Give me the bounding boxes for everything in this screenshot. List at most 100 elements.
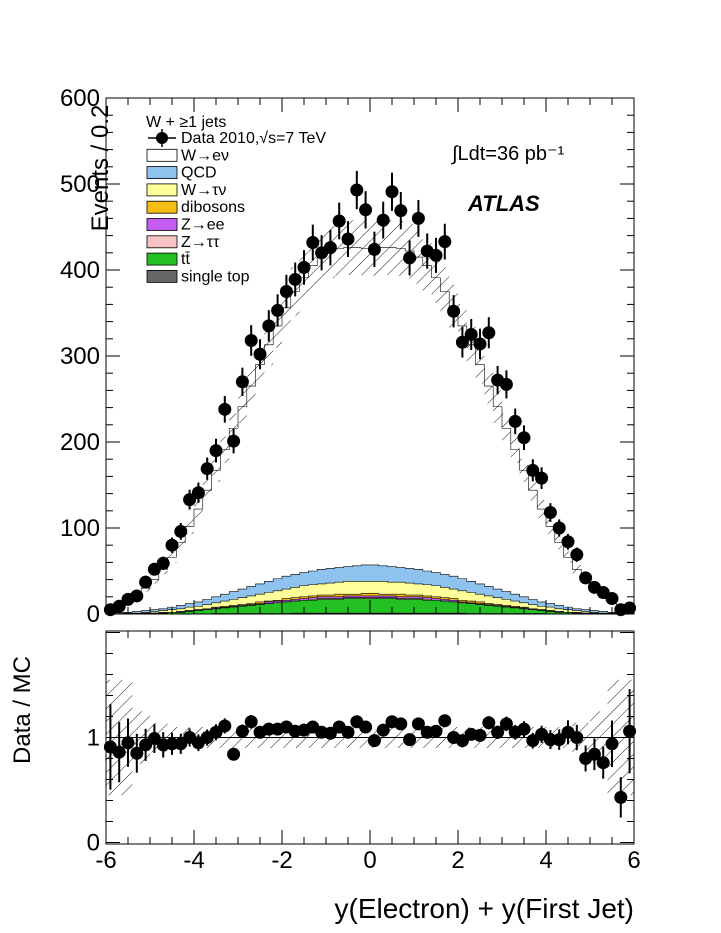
- data-marker: [517, 431, 531, 445]
- legend-entry: Data 2010,√s=7 TeV: [148, 129, 326, 147]
- legend-swatch: [146, 218, 178, 231]
- ratio-panel: -6 -4 -2 0 2 4 6 01 Data / MC y(Electron) + y(…: [9, 630, 641, 924]
- ratio-point: [112, 722, 126, 783]
- data-point: [139, 575, 153, 589]
- data-point: [447, 295, 461, 328]
- y-tick-label: 300: [60, 343, 100, 370]
- main-panel: 0 100 200 300 400 500 600 Events / 0.2: [60, 85, 637, 628]
- ratio-points: [103, 689, 637, 818]
- ratio-y-ticks: 01: [87, 632, 634, 857]
- data-point: [359, 191, 373, 229]
- data-point: [552, 519, 566, 537]
- ratio-point: [411, 717, 425, 731]
- data-point: [165, 537, 179, 553]
- main-y-axis-label: Events / 0.2: [87, 105, 114, 232]
- legend-entry: QCD: [146, 165, 217, 182]
- y-tick-label: 100: [60, 515, 100, 542]
- data-point: [455, 326, 469, 358]
- legend-label: Z→ee: [181, 217, 225, 234]
- data-marker: [473, 337, 487, 351]
- data-point: [403, 240, 417, 276]
- ratio-point: [596, 746, 610, 779]
- data-marker: [579, 571, 593, 585]
- legend-entry: single top: [146, 268, 250, 285]
- legend-label: tt̄: [181, 251, 190, 268]
- x-tick-label: -4: [183, 847, 204, 874]
- ratio-point: [218, 718, 232, 734]
- ratio-point: [244, 714, 258, 729]
- data-point: [411, 199, 425, 237]
- data-marker: [174, 524, 188, 538]
- data-point: [350, 170, 364, 210]
- x-tick-label: -6: [95, 847, 116, 874]
- atlas-label: ATLAS: [467, 191, 540, 216]
- data-marker: [209, 444, 223, 458]
- main-y-ticks: 0 100 200 300 400 500 600: [60, 85, 634, 628]
- data-point: [464, 318, 478, 351]
- data-marker: [455, 335, 469, 349]
- data-marker: [376, 213, 390, 227]
- data-marker: [297, 260, 311, 274]
- data-marker: [429, 248, 443, 262]
- data-marker: [367, 242, 381, 256]
- data-point: [385, 172, 399, 211]
- data-point: [376, 201, 390, 239]
- ratio-point: [227, 747, 241, 761]
- legend-entry: tt̄: [146, 251, 190, 268]
- data-point: [623, 601, 637, 615]
- data-point: [271, 294, 285, 327]
- y-tick-label: 200: [60, 429, 100, 456]
- legend-entry: Z→ee: [146, 217, 225, 234]
- data-point: [297, 250, 311, 285]
- data-point: [482, 317, 496, 349]
- ratio-point: [376, 723, 390, 737]
- data-marker: [411, 211, 425, 225]
- ratio-point: [130, 733, 144, 773]
- ratio-point: [403, 733, 417, 747]
- data-point: [227, 428, 241, 454]
- data-point: [112, 599, 126, 613]
- ratio-point: [359, 720, 373, 734]
- data-marker: [535, 471, 549, 485]
- data-marker: [543, 506, 557, 520]
- legend-swatch: [146, 269, 178, 283]
- main-x-ticks: [105, 98, 635, 614]
- y-tick-label: 1: [87, 725, 100, 752]
- legend-label: QCD: [181, 165, 217, 182]
- data-marker: [394, 204, 408, 218]
- x-tick-label: 0: [363, 847, 376, 874]
- legend-label: single top: [181, 268, 250, 285]
- y-tick-label: 0: [87, 601, 100, 628]
- legend-label: W→τν: [181, 182, 226, 199]
- data-point: [438, 223, 452, 260]
- data-point: [191, 482, 205, 503]
- legend-label: dibosons: [181, 199, 245, 216]
- stacked-histogram: [106, 247, 634, 614]
- legend-entry: W→eν: [146, 147, 229, 164]
- data-point: [341, 221, 355, 257]
- ratio-point: [429, 724, 443, 738]
- legend: W + ≥1 jets Data 2010,√s=7 TeVW→eνQCDW→τ…: [146, 114, 326, 285]
- data-point: [156, 556, 170, 570]
- legend-swatch: [146, 252, 178, 266]
- data-marker: [359, 203, 373, 217]
- data-point: [535, 467, 549, 489]
- ratio-point: [517, 721, 531, 738]
- data-point: [288, 262, 302, 297]
- legend-entry: Z→ττ: [146, 234, 220, 251]
- ratio-point: [499, 716, 513, 732]
- data-marker: [306, 235, 320, 249]
- data-point: [200, 457, 214, 480]
- x-tick-label: 6: [627, 847, 640, 874]
- data-marker: [253, 347, 267, 361]
- data-point: [517, 425, 531, 451]
- data-marker: [323, 241, 337, 255]
- ratio-point: [394, 717, 408, 731]
- data-marker: [499, 377, 513, 391]
- data-point: [306, 224, 320, 261]
- data-marker: [332, 214, 346, 228]
- data-point: [526, 459, 540, 482]
- ratio-point: [482, 716, 496, 730]
- x-axis-label: y(Electron) + y(First Jet): [335, 893, 634, 924]
